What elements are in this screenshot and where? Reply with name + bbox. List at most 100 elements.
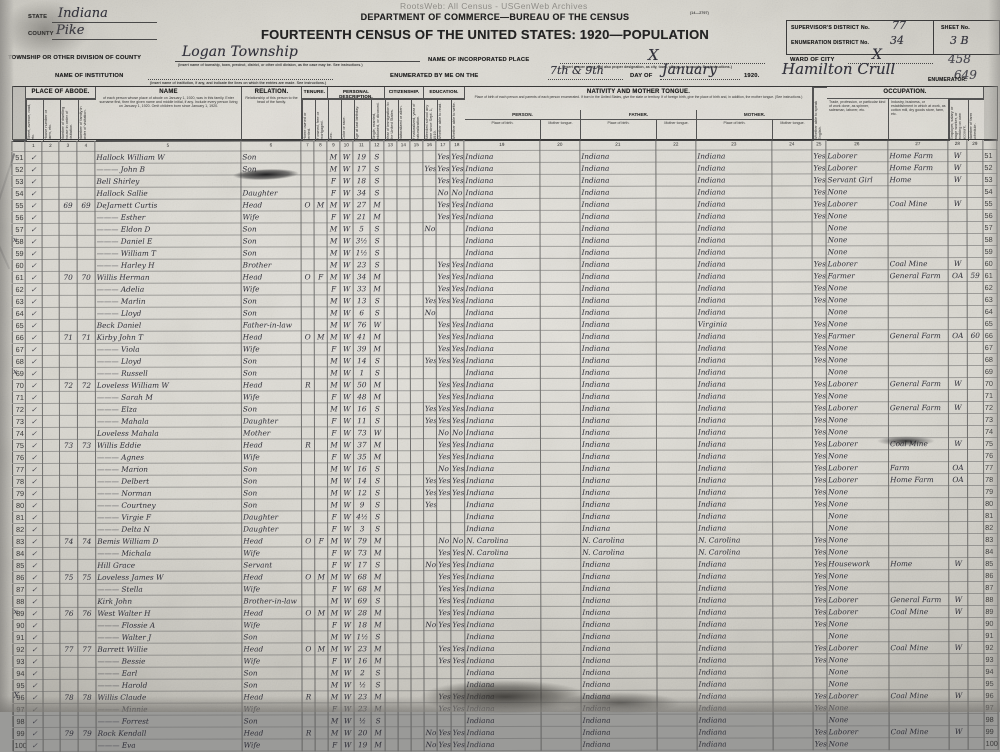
read-cell: [436, 510, 451, 523]
father-birthplace-cell: Indiana: [580, 378, 657, 391]
mother-tongue-cell: [772, 281, 813, 294]
relation-cell: Son: [241, 246, 302, 260]
mother-tongue-cell: [772, 569, 813, 582]
father-birthplace-cell: Indiana: [580, 558, 657, 571]
dwelling-number-cell: [59, 403, 78, 416]
age-cell: 23: [353, 258, 371, 271]
write-cell: Yes: [450, 438, 465, 451]
immigration-year-cell: [384, 618, 398, 631]
home-owned-cell: [301, 522, 315, 535]
relation-cell: Wife: [241, 546, 302, 560]
house-number-cell: [43, 727, 61, 740]
farm-schedule-cell: [968, 725, 985, 738]
age-cell: 5: [353, 222, 371, 235]
home-owned-cell: O: [301, 606, 315, 619]
township-label: TOWNSHIP OR OTHER DIVISION OF COUNTY: [8, 55, 142, 61]
father-birthplace-cell: Indiana: [580, 618, 657, 631]
mother-birthplace-cell: Indiana: [696, 629, 773, 643]
naturalized-cell: [396, 162, 410, 175]
marital-status-cell: S: [370, 630, 385, 643]
employment-class-cell: [948, 245, 968, 258]
line-number: 61: [12, 271, 26, 284]
farm-schedule-cell: [967, 401, 984, 414]
mother-tongue-cell: [772, 629, 813, 642]
naturalization-year-cell: [410, 258, 424, 271]
relation-cell: Son: [241, 462, 302, 476]
employment-class-cell: [948, 497, 968, 510]
occupation-cell: Laborer: [825, 161, 888, 174]
mother-tongue-cell: [772, 269, 813, 282]
speaks-english-cell: Yes: [812, 449, 827, 462]
line-number: 88: [12, 595, 26, 608]
occupation-cell: None: [826, 221, 889, 234]
group-personal-description: PERSONAL DESCRIPTION.: [328, 87, 385, 99]
school-cell: [423, 282, 437, 295]
person-tongue-cell: [539, 162, 580, 175]
home-owned-cell: [300, 150, 314, 163]
school-cell: [423, 642, 437, 655]
industry-cell: [888, 521, 949, 534]
line-number-header: [13, 87, 26, 141]
street-cell: ✓: [25, 259, 43, 272]
employment-class-cell: OA: [948, 461, 968, 474]
marital-status-cell: M: [370, 618, 385, 631]
sex-cell: F: [327, 210, 341, 223]
read-cell: Yes: [436, 474, 451, 487]
person-birthplace-cell: Indiana: [464, 318, 541, 331]
person-tongue-cell: [540, 330, 581, 343]
relation-cell: Son: [242, 714, 303, 728]
naturalized-cell: [397, 210, 411, 223]
mother-birthplace-cell: Indiana: [696, 389, 773, 403]
naturalized-cell: [397, 306, 411, 319]
house-number-cell: [42, 331, 60, 344]
age-cell: 48: [353, 390, 371, 403]
line-number: 100: [13, 739, 27, 752]
school-cell: Yes: [423, 474, 437, 487]
race-cell: W: [340, 222, 354, 235]
write-cell: Yes: [450, 618, 465, 631]
naturalized-cell: [397, 414, 411, 427]
relation-cell: Son: [241, 486, 302, 500]
home-owned-cell: [301, 246, 315, 259]
street-cell: ✓: [24, 175, 42, 188]
person-birthplace-cell: Indiana: [464, 642, 541, 655]
line-number: 93: [12, 655, 26, 668]
mother-birthplace-cell: Indiana: [696, 293, 773, 307]
person-tongue-cell: [540, 582, 581, 595]
column-label-c29: Number of farm schedule.: [968, 99, 984, 141]
sex-cell: F: [327, 618, 341, 631]
speaks-english-cell: Yes: [812, 377, 827, 390]
marital-status-cell: M: [370, 330, 385, 343]
family-number-cell: [77, 235, 96, 248]
mother-tongue-cell: [772, 413, 813, 426]
person-tongue-cell: [540, 258, 581, 271]
school-cell: [423, 570, 437, 583]
industry-cell: General Farm: [888, 377, 949, 390]
house-number-cell: [42, 631, 60, 644]
write-cell: [450, 222, 465, 235]
employment-class-cell: [948, 521, 968, 534]
mortgage-cell: [314, 366, 328, 379]
name-cell: Kirk John: [95, 595, 242, 608]
industry-cell: [888, 413, 949, 426]
father-birthplace-cell: N. Carolina: [580, 534, 657, 547]
mother-tongue-cell: [772, 425, 813, 438]
street-cell: ✓: [25, 463, 43, 476]
mortgage-cell: F: [314, 270, 328, 283]
name-cell: Willis Eddie: [95, 439, 242, 452]
school-cell: No: [423, 618, 437, 631]
mortgage-cell: [313, 174, 327, 187]
street-cell: ✓: [25, 655, 43, 668]
mother-birthplace-cell: Indiana: [696, 605, 773, 619]
write-cell: No: [449, 186, 464, 199]
relation-cell: Daughter: [240, 186, 301, 200]
house-number-cell: [42, 511, 60, 524]
enumeration-district-value: 34: [890, 34, 904, 47]
father-tongue-cell: [656, 678, 698, 691]
house-number-cell: [42, 247, 60, 260]
mother-tongue-cell: [771, 173, 812, 186]
person-tongue-cell: [540, 474, 581, 487]
house-number-cell: [41, 151, 59, 164]
family-number-cell: [77, 511, 96, 524]
immigration-year-cell: [384, 402, 398, 415]
